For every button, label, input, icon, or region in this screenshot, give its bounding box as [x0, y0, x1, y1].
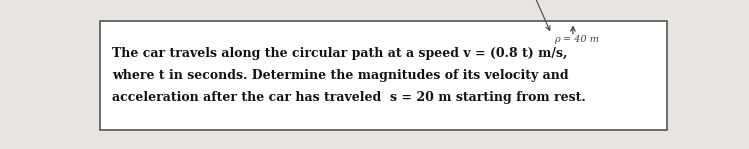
Text: ρ = 40 m: ρ = 40 m [554, 35, 599, 44]
Text: The car travels along the circular path at a speed v = (0.8 t) m/s,: The car travels along the circular path … [112, 47, 568, 60]
Text: where t in seconds. Determine the magnitudes of its velocity and: where t in seconds. Determine the magnit… [112, 69, 569, 82]
Text: acceleration after the car has traveled  s = 20 m starting from rest.: acceleration after the car has traveled … [112, 91, 586, 104]
FancyBboxPatch shape [100, 21, 667, 129]
